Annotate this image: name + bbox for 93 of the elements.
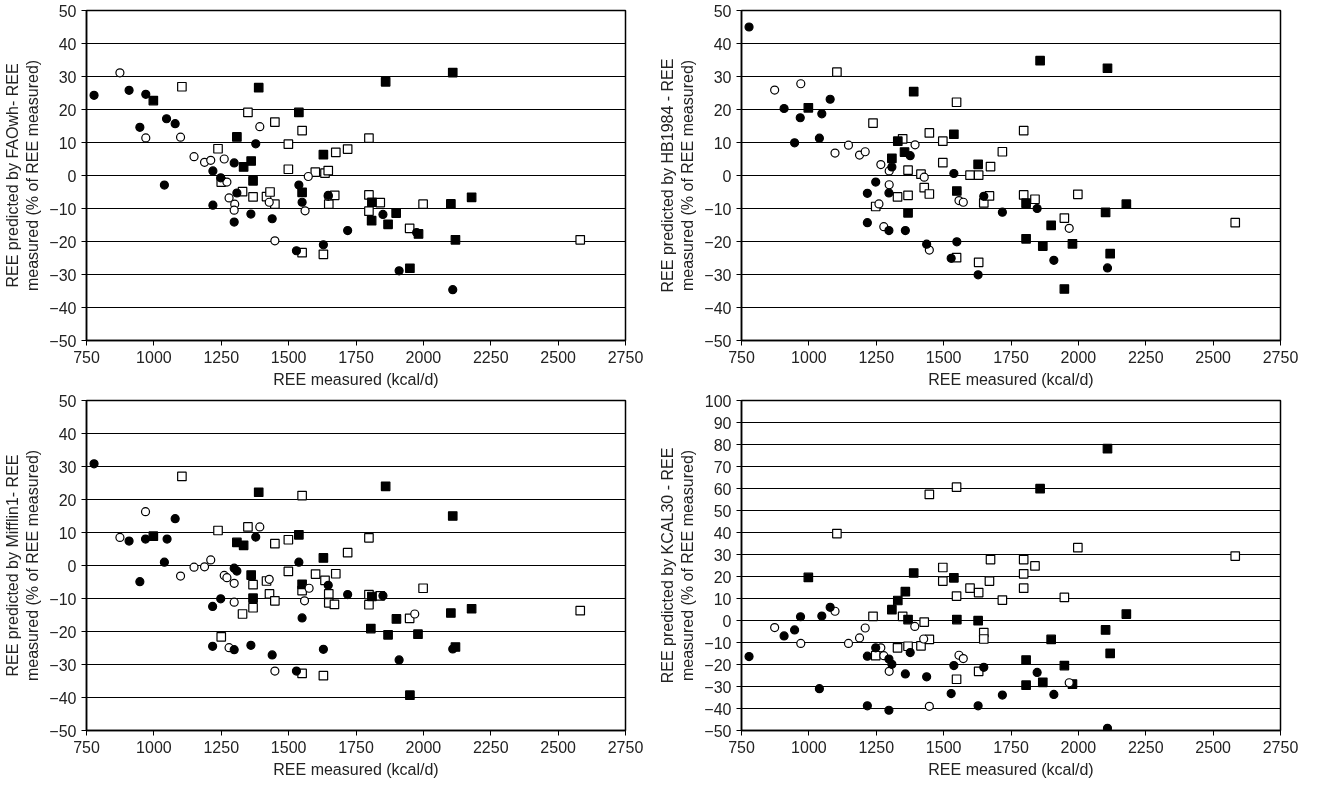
x-tick-label: 1250 — [203, 348, 240, 366]
x-tick-label: 2500 — [1195, 738, 1232, 756]
x-tick-label: 2000 — [405, 738, 442, 756]
x-tick-label: 1500 — [925, 348, 962, 366]
x-tick-label: 1000 — [136, 738, 172, 756]
y-tick-label: −50 — [704, 722, 732, 740]
y-tick-label: 30 — [713, 546, 732, 564]
y-axis-title: REE predicted by FAOwh- REE measured (% of REE measured) — [3, 59, 42, 292]
y-tick-label: 10 — [713, 134, 732, 152]
y-tick-label: 40 — [713, 35, 732, 53]
x-tick-label: 2500 — [1195, 348, 1232, 366]
y-tick-label: 10 — [58, 134, 77, 152]
x-tick-label: 2750 — [1262, 348, 1299, 366]
x-tick-label: 1250 — [858, 738, 895, 756]
y-tick-label: −20 — [49, 233, 77, 251]
x-tick-label: 2000 — [405, 348, 442, 366]
y-tick-label: −30 — [704, 266, 732, 284]
x-tick-label: 1500 — [925, 738, 962, 756]
y-tick-label: 60 — [713, 480, 732, 498]
x-tick-label: 2500 — [540, 348, 577, 366]
x-tick-label: 2250 — [1127, 738, 1164, 756]
y-tick-label: 20 — [58, 491, 77, 509]
x-tick-label: 1750 — [993, 348, 1029, 366]
x-tick-label: 1000 — [136, 348, 172, 366]
y-tick-label: 50 — [58, 2, 77, 20]
x-tick-label: 1750 — [338, 348, 374, 366]
y-tick-label: −10 — [49, 200, 77, 218]
x-tick-label: 1000 — [791, 738, 827, 756]
x-tick-label: 1500 — [270, 738, 307, 756]
y-tick-label: 50 — [713, 502, 732, 520]
y-tick-label: 40 — [58, 425, 77, 443]
y-tick-label: 0 — [67, 557, 77, 575]
y-tick-label: −30 — [704, 678, 732, 696]
y-tick-label: 0 — [67, 167, 77, 185]
x-tick-label: 1750 — [338, 738, 374, 756]
y-tick-label: −10 — [704, 634, 732, 652]
x-tick-label: 750 — [73, 348, 100, 366]
y-tick-label: 20 — [58, 101, 77, 119]
y-axis-title: REE predicted by KCAL30 - REE measured (% of REE measured) — [658, 447, 697, 684]
x-tick-label: 1000 — [791, 348, 827, 366]
y-tick-label: 0 — [722, 167, 732, 185]
x-tick-label: 1250 — [203, 738, 240, 756]
y-tick-label: −20 — [704, 656, 732, 674]
x-tick-label: 2000 — [1060, 348, 1097, 366]
y-tick-label: 20 — [713, 101, 732, 119]
y-tick-label: −30 — [49, 656, 77, 674]
x-tick-label: 2750 — [607, 348, 644, 366]
x-tick-label: 1750 — [993, 738, 1029, 756]
x-axis-title: REE measured (kcal/d) — [273, 370, 439, 388]
y-tick-label: 30 — [58, 458, 77, 476]
y-tick-label: −40 — [704, 299, 732, 317]
y-axis-title: REE predicted by Mifflin1- REE measured (% of REE measured) — [3, 449, 42, 682]
y-tick-label: −50 — [704, 332, 732, 350]
x-tick-label: 2250 — [472, 348, 509, 366]
y-tick-label: −40 — [49, 689, 77, 707]
x-tick-label: 1500 — [270, 348, 307, 366]
y-tick-label: 30 — [713, 68, 732, 86]
y-tick-label: 20 — [713, 568, 732, 586]
y-tick-label: 50 — [713, 2, 732, 20]
y-tick-label: −20 — [49, 623, 77, 641]
y-tick-label: −30 — [49, 266, 77, 284]
x-tick-label: 1250 — [858, 348, 895, 366]
x-axis-title: REE measured (kcal/d) — [928, 370, 1094, 388]
y-tick-label: 40 — [713, 524, 732, 542]
y-tick-label: 90 — [713, 414, 732, 432]
y-tick-label: −50 — [49, 722, 77, 740]
y-tick-label: 30 — [58, 68, 77, 86]
y-axis-title: REE predicted by HB1984 - REE measured (% of REE measured) — [658, 58, 697, 293]
y-tick-label: −10 — [49, 590, 77, 608]
y-tick-label: 70 — [713, 458, 732, 476]
y-tick-label: 0 — [722, 612, 732, 630]
x-tick-label: 750 — [73, 738, 100, 756]
y-tick-label: 100 — [704, 392, 732, 410]
y-tick-label: −50 — [49, 332, 77, 350]
x-axis-title: REE measured (kcal/d) — [928, 760, 1094, 778]
y-tick-label: −40 — [49, 299, 77, 317]
x-tick-label: 2000 — [1060, 738, 1097, 756]
x-tick-label: 2750 — [1262, 738, 1299, 756]
y-tick-label: 50 — [58, 392, 77, 410]
x-tick-label: 2500 — [540, 738, 577, 756]
x-tick-label: 2750 — [607, 738, 644, 756]
x-tick-label: 2250 — [1127, 348, 1164, 366]
y-tick-label: 40 — [58, 35, 77, 53]
x-axis-title: REE measured (kcal/d) — [273, 760, 439, 778]
y-tick-label: 10 — [713, 590, 732, 608]
y-tick-label: 10 — [58, 524, 77, 542]
x-tick-label: 750 — [728, 348, 755, 366]
y-tick-label: −40 — [704, 700, 732, 718]
y-tick-label: −20 — [704, 233, 732, 251]
x-tick-label: 750 — [728, 738, 755, 756]
y-tick-label: 80 — [713, 436, 732, 454]
x-tick-label: 2250 — [472, 738, 509, 756]
y-tick-label: −10 — [704, 200, 732, 218]
